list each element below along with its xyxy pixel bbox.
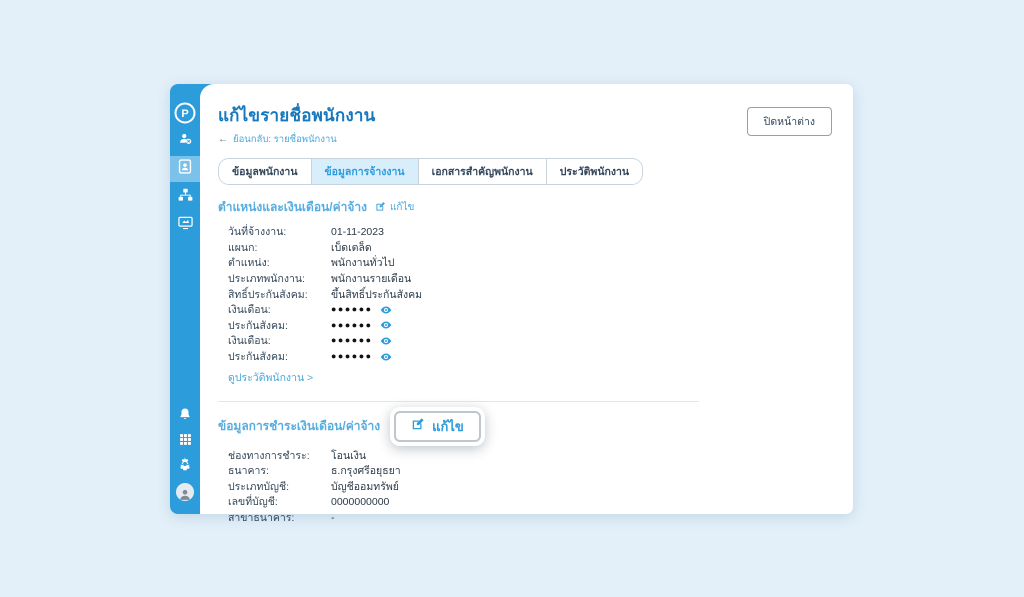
eye-icon[interactable]	[380, 319, 392, 331]
sidebar-item-apps[interactable]	[170, 429, 200, 454]
sidebar-item-profile[interactable]	[170, 479, 200, 504]
team-icon	[178, 131, 193, 151]
sidebar-item-org-chart[interactable]	[170, 184, 200, 210]
view-history-link[interactable]: ดูประวัติพนักงาน >	[228, 372, 314, 385]
tab-employee-documents[interactable]: เอกสารสำคัญพนักงาน	[418, 159, 547, 184]
field-row-social-security-masked: ประกันสังคม: ●●●●●●	[228, 318, 833, 334]
field-row-account-type: ประเภทบัญชี: บัญชีออมทรัพย์	[228, 479, 833, 495]
masked-value: ●●●●●●	[331, 319, 373, 330]
main-content: แก้ไขรายชื่อพนักงาน ← ย้อนกลับ: รายชื่อพ…	[200, 84, 853, 524]
payment-edit-callout: แก้ไข	[390, 406, 485, 446]
edit-pencil-icon	[375, 201, 386, 215]
sidebar-item-team[interactable]	[170, 128, 200, 154]
field-label: ตำแหน่ง:	[228, 257, 270, 270]
field-label: สาขาธนาคาร:	[228, 512, 295, 525]
field-value: -	[331, 511, 335, 524]
header: แก้ไขรายชื่อพนักงาน ← ย้อนกลับ: รายชื่อพ…	[218, 102, 833, 147]
field-value: เบ็ดเตล็ด	[331, 241, 372, 254]
sidebar-item-notifications[interactable]	[170, 404, 200, 429]
tab-employment-info[interactable]: ข้อมูลการจ้างงาน	[311, 159, 419, 184]
field-label: ประเภทพนักงาน:	[228, 273, 305, 286]
apps-grid-icon	[179, 433, 192, 451]
masked-value: ●●●●●●	[331, 304, 373, 315]
field-row-employee-type: ประเภทพนักงาน: พนักงานรายเดือน	[228, 271, 833, 287]
masked-value: ●●●●●●	[331, 351, 373, 362]
employment-edit-label: แก้ไข	[389, 202, 415, 213]
field-value: บัญชีออมทรัพย์	[331, 480, 399, 493]
field-row-bank-branch: สาขาธนาคาร: -	[228, 510, 833, 526]
field-row-hire-date: วันที่จ้างงาน: 01-11-2023	[228, 224, 833, 240]
bell-icon	[178, 407, 192, 426]
field-value: 01-11-2023	[331, 225, 384, 238]
field-value: พนักงานรายเดือน	[331, 273, 412, 286]
field-row-department: แผนก: เบ็ดเตล็ด	[228, 240, 833, 256]
field-label: ประกันสังคม:	[228, 351, 288, 364]
eye-icon[interactable]	[380, 351, 392, 363]
field-label: เงินเดือน:	[228, 335, 271, 348]
field-value: 0000000000	[331, 495, 390, 508]
sidebar-item-employee-card[interactable]	[170, 156, 200, 182]
eye-icon[interactable]	[380, 304, 392, 316]
field-row-salary-masked-2: เงินเดือน: ●●●●●●	[228, 333, 833, 349]
back-navigation[interactable]: ← ย้อนกลับ: รายชื่อพนักงาน	[218, 132, 375, 147]
edit-pencil-icon	[411, 417, 425, 436]
field-value: ขึ้นสิทธิ์ประกันสังคม	[331, 288, 423, 301]
employment-edit-link[interactable]: แก้ไข	[375, 200, 414, 215]
employee-edit-window: P	[170, 84, 853, 524]
eye-icon[interactable]	[380, 335, 392, 347]
tab-employee-history[interactable]: ประวัติพนักงาน	[546, 159, 643, 184]
field-value: พนักงานทั่วไป	[331, 257, 395, 270]
field-row-social-security-masked-2: ประกันสังคม: ●●●●●●	[228, 349, 833, 365]
back-link-label: ย้อนกลับ: รายชื่อพนักงาน	[233, 134, 337, 145]
sidebar-item-settings[interactable]	[170, 454, 200, 479]
header-titles: แก้ไขรายชื่อพนักงาน ← ย้อนกลับ: รายชื่อพ…	[218, 102, 375, 147]
employment-section-header: ตำแหน่งและเงินเดือน/ค่าจ้าง แก้ไข	[218, 198, 833, 217]
field-label: วันที่จ้างงาน:	[228, 226, 287, 239]
field-row-salary-masked: เงินเดือน: ●●●●●●	[228, 302, 833, 318]
employee-card-icon	[178, 159, 192, 179]
tab-employee-info[interactable]: ข้อมูลพนักงาน	[219, 159, 312, 184]
app-logo[interactable]: P	[170, 100, 200, 126]
field-label: ประกันสังคม:	[228, 319, 288, 332]
masked-value: ●●●●●●	[331, 335, 373, 346]
field-row-social-security-right: สิทธิ์ประกันสังคม: ขึ้นสิทธิ์ประกันสังคม	[228, 286, 833, 302]
tab-bar: ข้อมูลพนักงาน ข้อมูลการจ้างงาน เอกสารสำค…	[218, 158, 644, 185]
svg-text:P: P	[181, 108, 188, 120]
field-label: ช่องทางการชำระ:	[228, 449, 310, 462]
field-row-position: ตำแหน่ง: พนักงานทั่วไป	[228, 255, 833, 271]
section-divider	[218, 401, 699, 403]
payment-section-title: ข้อมูลการชำระเงินเดือน/ค่าจ้าง	[218, 418, 381, 433]
settings-gear-icon	[178, 457, 192, 476]
employment-section-title: ตำแหน่งและเงินเดือน/ค่าจ้าง	[218, 200, 367, 214]
field-value: ธ.กรุงศรีอยุธยา	[331, 465, 401, 478]
peak-logo-icon: P	[174, 102, 196, 124]
field-row-bank: ธนาคาร: ธ.กรุงศรีอยุธยา	[228, 463, 833, 479]
employment-fields: วันที่จ้างงาน: 01-11-2023 แผนก: เบ็ดเตล็…	[218, 224, 833, 364]
field-label: เงินเดือน:	[228, 304, 271, 317]
close-window-button[interactable]: ปิดหน้าต่าง	[746, 107, 832, 136]
payment-section-header: ข้อมูลการชำระเงินเดือน/ค่าจ้าง แก้ไข	[218, 406, 833, 446]
field-label: สิทธิ์ประกันสังคม:	[228, 288, 308, 301]
org-chart-icon	[178, 188, 193, 207]
sidebar-item-transfer[interactable]	[170, 212, 200, 238]
field-label: ธนาคาร:	[228, 465, 269, 478]
field-label: ประเภทบัญชี:	[228, 480, 290, 493]
payment-fields: ช่องทางการชำระ: โอนเงิน ธนาคาร: ธ.กรุงศร…	[218, 447, 833, 525]
field-label: แผนก:	[228, 241, 258, 254]
field-row-payment-channel: ช่องทางการชำระ: โอนเงิน	[228, 447, 833, 463]
field-value: โอนเงิน	[331, 449, 367, 462]
sidebar: P	[170, 84, 200, 514]
back-arrow-icon: ←	[218, 134, 228, 145]
user-avatar	[176, 482, 194, 501]
field-label: เลขที่บัญชี:	[228, 496, 278, 509]
payment-edit-button[interactable]: แก้ไข	[394, 410, 481, 442]
payment-edit-label: แก้ไข	[432, 418, 464, 434]
field-row-account-number: เลขที่บัญชี: 0000000000	[228, 494, 833, 510]
page-title: แก้ไขรายชื่อพนักงาน	[218, 106, 376, 125]
monitor-transfer-icon	[177, 216, 193, 235]
